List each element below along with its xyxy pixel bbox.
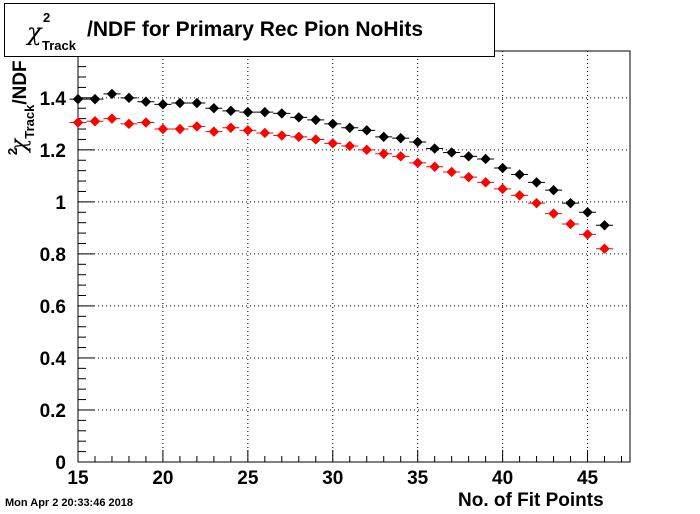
data-point <box>242 106 254 118</box>
data-point <box>225 105 237 117</box>
data-point <box>327 118 338 130</box>
y-axis-label: χTrack/NDF 2 <box>3 52 43 162</box>
ylabel-text: /NDF <box>10 60 31 105</box>
x-tick-label: 45 <box>577 468 599 489</box>
ylabel-superscript: 2 <box>5 147 21 156</box>
data-point <box>531 177 542 188</box>
data-point <box>72 117 84 128</box>
data-point <box>157 123 169 135</box>
data-point <box>582 229 593 240</box>
y-tick-label: 1.4 <box>40 89 67 110</box>
data-point <box>123 92 135 104</box>
data-markers <box>69 88 614 254</box>
y-tick-label: 0.6 <box>40 297 66 318</box>
data-point <box>565 218 576 230</box>
title-chi-symbol: χ <box>27 18 42 46</box>
plot-frame <box>77 50 631 463</box>
data-point <box>89 116 101 127</box>
y-tick-label: 0.8 <box>40 245 66 266</box>
data-point <box>191 121 203 132</box>
data-point <box>208 126 220 137</box>
y-tick-label: 1 <box>55 193 66 214</box>
data-point <box>259 106 271 118</box>
data-point <box>361 144 372 156</box>
x-tick-label: 25 <box>237 468 259 489</box>
data-point <box>174 123 186 135</box>
data-point <box>344 140 355 152</box>
data-point <box>429 161 440 172</box>
data-point <box>344 122 355 133</box>
data-point <box>191 97 203 109</box>
data-point <box>327 138 338 149</box>
y-tick-label: 0 <box>55 453 66 474</box>
data-point <box>463 171 474 183</box>
x-tick-label: 15 <box>67 468 89 489</box>
data-point <box>106 88 118 100</box>
y-tick-label: 1.2 <box>40 141 66 162</box>
data-point <box>72 93 84 105</box>
data-point <box>446 166 457 178</box>
data-point <box>395 151 406 162</box>
title-superscript: 2 <box>43 10 51 25</box>
data-point <box>378 131 389 143</box>
data-point <box>310 114 321 126</box>
data-point <box>429 143 440 154</box>
data-point <box>140 96 152 107</box>
x-axis-label: No. of Fit Points <box>458 490 604 511</box>
data-point <box>514 169 525 180</box>
grid-lines <box>78 51 630 462</box>
data-point <box>514 190 525 201</box>
data-point <box>106 113 118 124</box>
data-point <box>497 162 508 174</box>
y-tick-label: 0.2 <box>40 401 66 422</box>
tick-marks <box>77 55 623 463</box>
data-point <box>293 131 305 143</box>
x-tick-label: 40 <box>492 468 513 489</box>
data-point <box>276 108 288 119</box>
timestamp: Mon Apr 2 20:33:46 2018 <box>5 497 133 509</box>
chart-title: /NDF for Primary Rec Pion NoHits <box>87 18 424 41</box>
data-point <box>123 118 135 130</box>
data-point <box>582 207 593 218</box>
x-tick-label: 30 <box>322 468 343 489</box>
data-point <box>225 122 237 133</box>
chart-title-box: χ 2 Track /NDF for Primary Rec Pion NoHi… <box>4 3 495 57</box>
data-point <box>361 125 372 136</box>
data-point <box>412 157 423 169</box>
data-point <box>276 130 288 141</box>
data-point <box>463 151 474 162</box>
data-point <box>378 148 389 159</box>
data-point <box>599 220 610 231</box>
data-point <box>157 99 169 110</box>
data-point <box>480 177 491 188</box>
y-tick-label: 0.4 <box>40 349 67 370</box>
data-point <box>548 184 559 196</box>
data-point <box>565 197 576 209</box>
data-point <box>259 127 271 139</box>
data-point <box>480 153 491 165</box>
data-point <box>174 97 186 109</box>
data-point <box>446 147 457 158</box>
title-subscript: Track <box>42 38 76 53</box>
ylabel-subscript: Track <box>22 104 37 139</box>
data-point <box>242 125 254 136</box>
data-point <box>89 93 101 105</box>
data-point <box>497 183 508 195</box>
data-point <box>395 132 406 144</box>
axes <box>77 50 631 463</box>
data-point <box>531 197 542 209</box>
data-point <box>208 103 220 114</box>
data-point <box>140 117 152 128</box>
data-point <box>310 134 321 145</box>
tick-labels: 15 20 25 30 35 40 45 0 0.2 0.4 0.6 0.8 1 1.2 1.4 <box>40 89 599 489</box>
data-point <box>293 112 305 123</box>
data-point <box>599 243 610 254</box>
data-point <box>412 136 423 148</box>
x-tick-label: 20 <box>152 468 173 489</box>
data-point <box>548 208 559 219</box>
x-tick-label: 35 <box>407 468 429 489</box>
